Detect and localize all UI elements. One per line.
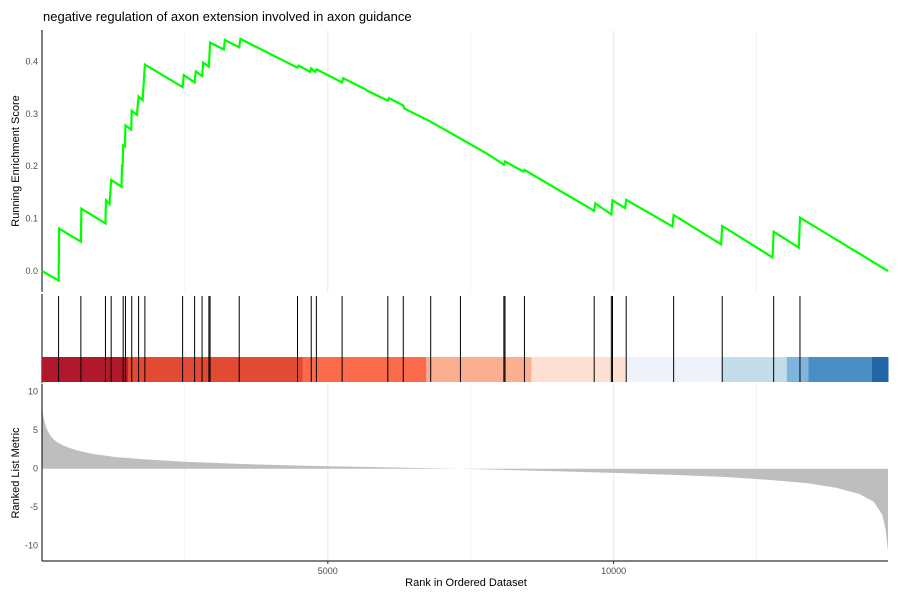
rank-color-band [426,357,532,382]
y-tick-label: 0 [33,464,38,474]
x-tick-label: 5000 [318,566,338,576]
rank-color-band [302,357,427,382]
rank-color-band [871,357,889,382]
y-tick-label: -5 [30,502,38,512]
rank-color-band [42,357,129,382]
y-tick-label: 0.4 [25,56,38,66]
x-tick-label: 10000 [601,566,626,576]
rank-color-band [808,357,873,382]
enrichment-grid [184,30,757,292]
ranked-list-metric-area [42,407,888,552]
chart-title: negative regulation of axon extension in… [43,9,412,24]
enrichment-score-panel: 0.0 0.1 0.2 0.3 0.4 Running Enrichment Score [10,30,889,292]
ranked-y-ticks: 10 5 0 -5 -10 [25,387,38,551]
rank-color-band [531,357,626,382]
y-tick-label: 0.2 [25,161,38,171]
ranked-list-panel: 10 5 0 -5 -10 5000 10000 Ranked List Metric R… [10,384,888,589]
ranked-x-ticks: 5000 10000 [318,561,626,576]
enrichment-y-ticks: 0.0 0.1 0.2 0.3 0.4 [25,56,38,276]
y-tick-label: 0.1 [25,214,38,224]
rank-color-band [127,357,304,382]
gene-hit-markers [58,296,801,382]
rank-color-bar [42,357,889,382]
y-tick-label: 10 [28,387,38,397]
rank-color-band [722,357,788,382]
gene-hits-panel [41,294,889,383]
y-tick-label: 0.0 [25,266,38,276]
running-enrichment-score-line [41,37,889,283]
y-tick-label: 0.3 [25,109,38,119]
rank-color-band [786,357,810,382]
y-tick-label: 5 [33,425,38,435]
ranked-y-axis-label: Ranked List Metric [10,427,22,519]
y-tick-label: -10 [25,541,38,551]
enrichment-y-axis-label: Running Enrichment Score [10,95,22,226]
x-axis-label: Rank in Ordered Dataset [405,577,527,589]
